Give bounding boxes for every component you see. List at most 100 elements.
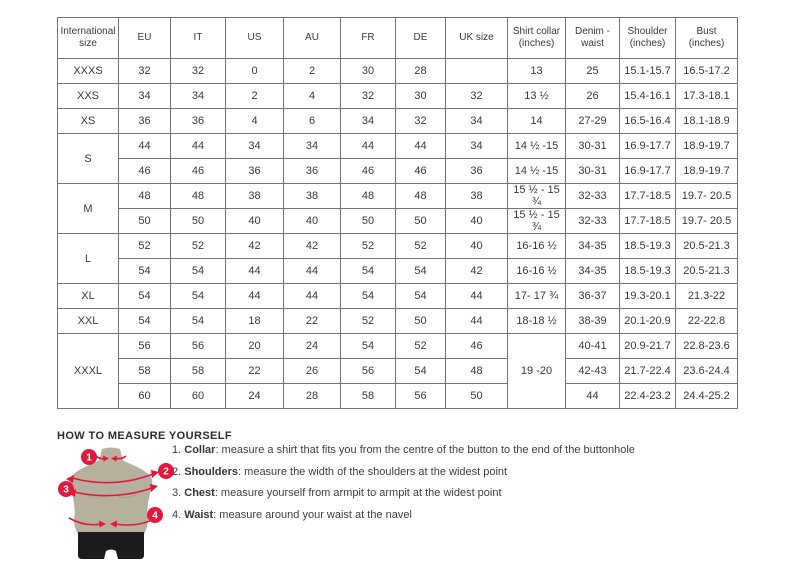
table-cell: 50 — [118, 208, 171, 234]
table-cell: 16.5-17.2 — [675, 58, 738, 84]
table-cell: 0 — [225, 58, 284, 84]
badge-number-4: 4 — [152, 511, 158, 522]
table-cell: 32 — [395, 108, 446, 134]
item-text: : measure a shirt that fits you from the… — [215, 444, 635, 456]
table-cell: 38 — [283, 183, 341, 209]
table-cell: 32 — [445, 83, 508, 109]
item-label: Shoulders — [184, 465, 239, 478]
table-cell: 54 — [170, 258, 226, 284]
table-row: XXXL 56 56 20 24 54 52 46 19 -20 40-41 20.9-21.7 22… — [57, 333, 738, 409]
table-cell: 44 — [445, 283, 508, 309]
table-cell: 32 — [118, 58, 171, 84]
shoulder-head-right — [151, 470, 159, 478]
table-cell: 54 — [118, 283, 171, 309]
table-row: M 48 48 38 38 48 48 38 15 ½ - 15 ¾ 32-33 17.7-18.5… — [57, 183, 738, 234]
table-cell: 4 — [225, 108, 284, 134]
table-cell: 46 — [118, 158, 171, 184]
table-row: 60 60 24 28 58 56 50 44 22.4-23.2 24.4-25.2 — [58, 383, 738, 409]
table-cell: 44 — [445, 308, 508, 334]
table-cell: 26 — [565, 83, 620, 109]
table-cell: 22.4-23.2 — [619, 383, 676, 409]
table-cell: 19.7- 20.5 — [675, 208, 738, 234]
table-cell: 4 — [283, 83, 341, 109]
table-cell: 46 — [170, 158, 226, 184]
table-cell: 42 — [445, 258, 508, 284]
table-cell: 36-37 — [565, 283, 620, 309]
table-cell: 58 — [170, 358, 226, 384]
table-cell: 30 — [395, 83, 446, 109]
table-cell: 50 — [340, 208, 396, 234]
table-cell: 20.5-21.3 — [675, 258, 738, 284]
badge-number-2: 2 — [163, 467, 169, 478]
table-cell: 18 — [225, 308, 284, 334]
table-cell: 34 — [118, 83, 171, 109]
merged-collar-cell: 19 -20 — [507, 333, 566, 409]
measure-arrowheads — [66, 455, 159, 528]
item-number: 2. — [172, 465, 182, 478]
item-label: Chest — [184, 487, 215, 499]
table-cell: 52 — [395, 233, 446, 259]
size-chart-table: International size EU IT US AU FR DE UK size Shi… — [57, 17, 738, 409]
size-cell: XXL — [57, 308, 119, 334]
table-cell: 23.6-24.4 — [675, 358, 738, 384]
table-row: S 44 44 34 34 44 44 34 14 ½ -15 30-31 16.9-17.7 18.… — [57, 133, 738, 184]
table-cell — [445, 58, 508, 84]
table-cell: 36 — [170, 108, 226, 134]
size-cell: L — [57, 233, 119, 284]
table-cell: 27-29 — [565, 108, 620, 134]
table-row: 46 46 36 36 46 46 36 14 ½ -15 30-31 16.9-17.7 18.9… — [58, 158, 738, 184]
table-cell: 44 — [395, 133, 446, 159]
table-cell: 40-41 — [565, 333, 620, 359]
table-cell: 32 — [170, 58, 226, 84]
table-cell: 22 — [283, 308, 341, 334]
table-cell: 48 — [170, 183, 226, 209]
table-cell: 52 — [340, 308, 396, 334]
size-cell: XXXL — [57, 333, 119, 409]
table-cell: 40 — [445, 233, 508, 259]
table-cell: 16.9-17.7 — [619, 158, 676, 184]
badge-circle-2 — [158, 463, 174, 479]
item-label: Waist — [184, 508, 214, 521]
column-header: Shirt collar (inches) — [507, 17, 566, 59]
size-cell: XS — [57, 108, 119, 134]
table-cell: 17- 17 ¾ — [507, 283, 566, 309]
table-cell: 46 — [445, 333, 508, 359]
table-cell: 22 — [225, 358, 284, 384]
badge-number-3: 3 — [63, 485, 69, 496]
table-cell: 20.9-21.7 — [619, 333, 676, 359]
column-header: UK size — [445, 17, 508, 59]
size-cell: M — [57, 183, 119, 234]
table-row: 58 58 22 26 56 54 48 42-43 21.7-22.4 23.6-24.4 — [58, 358, 738, 384]
measure-badges: 1 2 3 4 — [58, 449, 174, 523]
collar-head-right — [103, 455, 109, 462]
table-cell: 56 — [340, 358, 396, 384]
measure-item-collar: 1. Collar: measure a shirt that fits you… — [172, 444, 635, 457]
table-cell: 15 ½ - 15 ¾ — [507, 208, 566, 234]
table-cell: 2 — [225, 83, 284, 109]
table-row: 54 54 44 44 54 54 42 16-16 ½ 34-35 18.5-19.3 20.5-… — [58, 258, 738, 284]
table-cell: 28 — [395, 58, 446, 84]
table-cell: 13 ½ — [507, 83, 566, 109]
table-cell: 14 — [507, 108, 566, 134]
item-number: 4. — [172, 508, 182, 521]
item-text: : measure around your waist at the navel — [213, 508, 412, 521]
measure-item-shoulders: 2. Shoulders: measure the width of the s… — [172, 466, 635, 479]
table-cell: 13 — [507, 58, 566, 84]
table-cell: 26 — [283, 358, 341, 384]
column-header: Bust (inches) — [675, 17, 738, 59]
table-row: XXXS 32 32 0 2 30 28 13 25 15.1-15.7 16.5-17.2 — [57, 58, 738, 84]
table-cell: 50 — [445, 383, 508, 409]
table-cell: 16-16 ½ — [507, 233, 566, 259]
table-cell: 60 — [170, 383, 226, 409]
header-row: International size EU IT US AU FR DE UK size Shi… — [57, 17, 738, 59]
table-cell: 38-39 — [565, 308, 620, 334]
table-cell: 17.7-18.5 — [619, 208, 676, 234]
table-cell: 54 — [340, 258, 396, 284]
table-cell: 40 — [225, 208, 284, 234]
table-cell: 25 — [565, 58, 620, 84]
item-text: : measure the width of the shoulders at … — [238, 465, 508, 478]
table-cell: 28 — [283, 383, 341, 409]
table-cell: 24 — [283, 333, 341, 359]
column-header: DE — [395, 17, 446, 59]
badge-circle-1 — [81, 449, 97, 465]
